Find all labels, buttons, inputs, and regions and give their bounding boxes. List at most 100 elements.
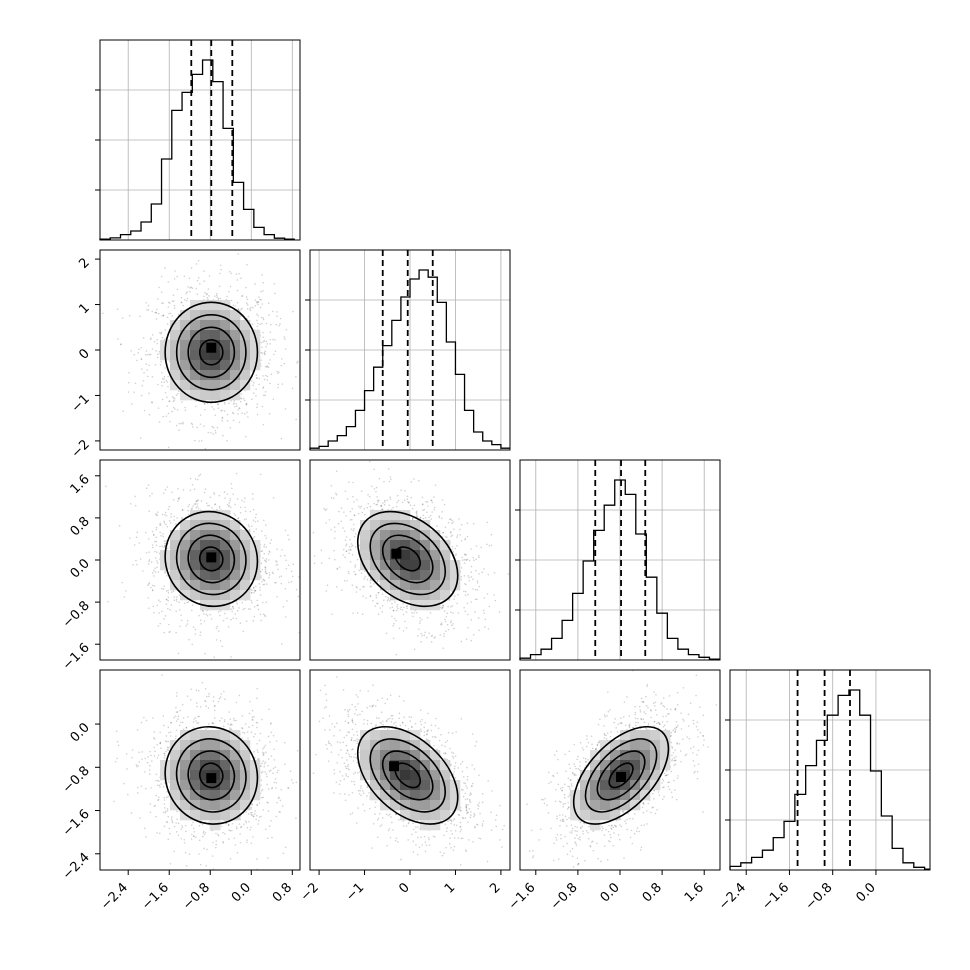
sample-point — [148, 560, 150, 563]
sample-point — [263, 579, 266, 582]
density-cell — [180, 340, 191, 351]
sample-point — [260, 575, 263, 577]
sample-point — [262, 809, 264, 811]
sample-point — [345, 536, 348, 538]
sample-point — [234, 503, 236, 506]
sample-point — [148, 563, 150, 565]
sample-point — [148, 413, 151, 416]
sample-point — [242, 397, 245, 400]
sample-point — [136, 531, 139, 534]
density-cell — [240, 370, 251, 381]
sample-point — [272, 497, 275, 499]
sample-point — [151, 492, 153, 495]
sample-point — [236, 603, 238, 605]
sample-point — [163, 585, 165, 588]
panel-content — [102, 253, 299, 450]
sample-point — [338, 566, 341, 568]
density-cell — [240, 320, 251, 331]
sample-point — [257, 520, 259, 522]
sample-point — [258, 758, 260, 760]
sample-point — [255, 301, 258, 303]
sample-point — [490, 544, 493, 546]
contour-line — [175, 313, 247, 391]
sample-point — [269, 331, 272, 334]
sample-point — [128, 371, 130, 374]
sample-point — [262, 341, 264, 343]
sample-point — [253, 586, 255, 589]
sample-point — [376, 496, 378, 498]
sample-point — [158, 350, 161, 353]
sample-point — [235, 601, 238, 603]
sample-point — [262, 583, 264, 586]
sample-point — [132, 563, 134, 566]
sample-point — [230, 272, 233, 275]
sample-point — [203, 491, 206, 494]
density-cell — [200, 360, 211, 371]
sample-point — [185, 299, 188, 302]
sample-point — [196, 503, 198, 505]
marginal-panel-0 — [95, 39, 301, 241]
sample-point — [395, 505, 398, 508]
sample-point — [199, 634, 201, 636]
sample-point — [173, 599, 176, 601]
density-cell — [170, 350, 181, 361]
sample-point — [257, 300, 259, 303]
sample-point — [265, 322, 268, 325]
density-cell — [180, 520, 191, 531]
sample-point — [474, 588, 477, 591]
sample-point — [272, 398, 275, 400]
sample-point — [280, 437, 283, 440]
sample-point — [353, 570, 355, 573]
sample-point — [180, 837, 183, 840]
sample-point — [413, 478, 415, 480]
density-cell — [180, 580, 191, 591]
sample-point — [264, 566, 267, 569]
sample-point — [395, 609, 398, 612]
sample-point — [264, 365, 267, 368]
sample-point — [281, 358, 283, 360]
sample-point — [454, 554, 457, 557]
density-cell — [170, 370, 181, 381]
sample-point — [424, 516, 427, 519]
sample-point — [230, 299, 233, 302]
sample-point — [358, 505, 360, 508]
density-cell — [210, 350, 221, 361]
density-cell — [250, 360, 261, 371]
sample-point — [333, 526, 336, 528]
sample-point — [351, 518, 353, 521]
sample-point — [552, 633, 554, 635]
sample-point — [429, 514, 432, 517]
sample-point — [267, 758, 270, 760]
sample-point — [162, 532, 164, 535]
sample-point — [254, 283, 256, 285]
sample-point — [256, 403, 259, 405]
density-cell — [200, 320, 211, 331]
sample-point — [134, 505, 137, 507]
sample-point — [150, 586, 152, 589]
sample-point — [345, 544, 347, 547]
sample-point — [460, 523, 463, 526]
density-cell — [210, 380, 221, 391]
sample-point — [199, 473, 202, 476]
sample-point — [208, 295, 210, 297]
density-cell — [220, 540, 231, 551]
sample-point — [181, 508, 184, 511]
sample-point — [245, 403, 248, 406]
density-cell — [190, 360, 201, 371]
sample-point — [195, 500, 198, 503]
sample-point — [161, 302, 163, 305]
sample-point — [260, 359, 262, 361]
sample-point — [207, 431, 210, 434]
sample-point — [216, 296, 219, 299]
sample-point — [401, 609, 404, 611]
sample-point — [173, 519, 175, 521]
sample-point — [212, 722, 215, 725]
sample-point — [172, 590, 175, 592]
sample-point — [237, 408, 240, 411]
sample-point — [472, 522, 475, 525]
sample-point — [187, 286, 189, 288]
density-cell — [200, 380, 211, 391]
sample-point — [154, 571, 157, 573]
density-cell — [180, 320, 191, 331]
density-cell — [430, 590, 441, 601]
